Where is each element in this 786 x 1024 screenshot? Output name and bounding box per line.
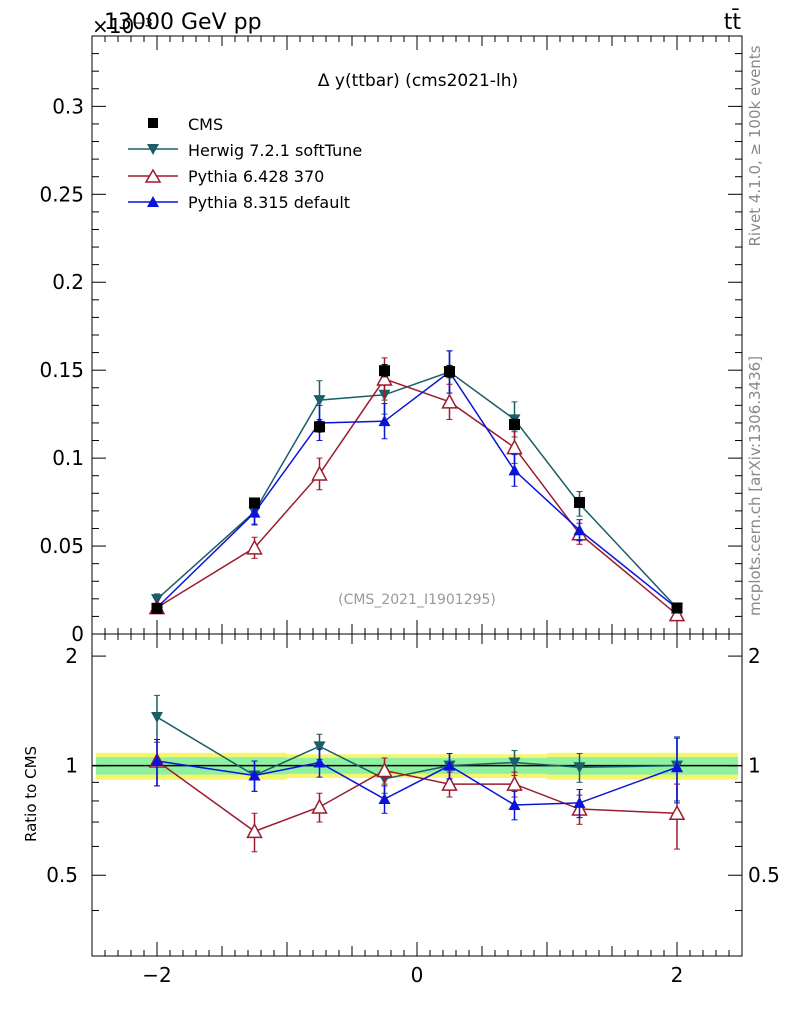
ratio-point-herwig-7-2-1-softtune [151, 712, 163, 724]
ratio-line-pythia-6-428-370 [156, 760, 678, 833]
main-point-cms [249, 497, 260, 509]
ratio-point-pythia-6-428-370 [246, 822, 263, 839]
main-point-pythia-6-428-370 [376, 370, 393, 386]
ratio-y-tick-label-right: 2 [748, 644, 761, 668]
process-label: tt̄ [724, 9, 742, 35]
main-point-pythia-6-428-370 [441, 393, 458, 409]
main-y-tick-label: 0.05 [39, 534, 84, 558]
ratio-y-tick-label: 2 [65, 644, 78, 668]
main-y-tick-label: 0.3 [52, 94, 84, 118]
legend-label-herwig: Herwig 7.2.1 softTune [188, 141, 362, 160]
main-line-pythia-8-315-default [156, 370, 678, 609]
legend-label-pythia8: Pythia 8.315 default [188, 193, 350, 212]
main-y-tick-label: 0.25 [39, 182, 84, 206]
main-point-cms [314, 421, 325, 433]
ratio-point-pythia-8-315-default [313, 756, 326, 768]
ratio-point-pythia-8-315-default [248, 769, 261, 781]
plot-title: Δ y(ttbar) (cms2021-lh) [318, 71, 518, 91]
main-point-pythia-8-315-default [508, 464, 521, 476]
ratio-point-pythia-8-315-default [378, 792, 391, 804]
energy-label: 13000 GeV pp [104, 10, 262, 35]
ratio-ylabel: Ratio to CMS [22, 746, 40, 842]
ratio-point-pythia-6-428-370 [311, 798, 328, 814]
main-point-pythia-8-315-default [573, 524, 586, 536]
main-y-tick-label: 0.1 [52, 446, 84, 470]
main-line-pythia-6-428-370 [156, 378, 678, 616]
ratio-y-tick-label: 1 [65, 754, 78, 778]
ratio-point-pythia-6-428-370 [376, 761, 393, 778]
main-point-cms [444, 366, 455, 378]
ratio-line-herwig-7-2-1-softtune [156, 716, 678, 780]
legend-label-cms: CMS [188, 115, 223, 134]
legend-marker-herwig [147, 144, 159, 155]
main-point-pythia-8-315-default [248, 506, 261, 518]
ratio-point-pythia-8-315-default [508, 798, 521, 810]
exponent-label: ×10⁻³ [92, 14, 153, 38]
ratio-point-pythia-6-428-370 [668, 804, 686, 821]
main-point-cms [151, 602, 163, 614]
main-point-pythia-6-428-370 [668, 606, 686, 622]
main-point-pythia-6-428-370 [506, 438, 523, 455]
ratio-point-pythia-8-315-default [671, 761, 683, 773]
ratio-point-pythia-6-428-370 [441, 775, 458, 791]
ratio-x-tick-label: −2 [142, 963, 171, 987]
ratio-point-herwig-7-2-1-softtune [573, 762, 586, 774]
main-series [148, 350, 686, 622]
main-point-cms [379, 365, 390, 377]
main-point-herwig-7-2-1-softtune [313, 395, 326, 407]
legend-label-pythia6: Pythia 6.428 370 [188, 167, 324, 186]
ratio-panel-frame [91, 633, 743, 957]
ratio-y-tick-label-right: 0.5 [748, 863, 780, 887]
rivet-version-label: Rivet 4.1.0, ≥ 100k events [746, 45, 764, 246]
ratio-axis-ticks: 0.5 0.5 1 1 2 2 −2 0 2 [46, 634, 780, 987]
ratio-x-tick-label: 0 [411, 963, 424, 987]
main-axis-ticks: 0 0.05 0.1 0.15 0.2 0.25 0.3 [39, 35, 742, 646]
main-y-tick-label: 0 [71, 622, 84, 646]
main-point-cms [509, 419, 520, 431]
ratio-point-pythia-8-315-default [573, 796, 586, 808]
ratio-point-pythia-8-315-default [443, 759, 456, 771]
main-point-pythia-6-428-370 [246, 539, 263, 555]
ratio-point-herwig-7-2-1-softtune [508, 757, 521, 769]
ratio-series [148, 694, 686, 853]
legend-marker-pythia6 [144, 168, 162, 183]
main-series-cms [151, 364, 683, 614]
ratio-y-tick-label: 0.5 [46, 863, 78, 887]
ratio-point-pythia-6-428-370 [506, 775, 523, 791]
main-point-cms [671, 602, 683, 614]
legend-marker-pythia8 [147, 196, 159, 207]
main-point-cms [574, 496, 585, 508]
ratio-series-pythia-8-315-default [151, 737, 683, 821]
ratio-point-pythia-8-315-default [151, 754, 163, 766]
mcplots-source-label: mcplots.cern.ch [arXiv:1306.3436] [746, 356, 764, 616]
ratio-line-pythia-8-315-default [156, 760, 678, 806]
main-y-tick-label: 0.15 [39, 358, 84, 382]
main-point-pythia-6-428-370 [311, 465, 328, 481]
ratio-series-herwig-7-2-1-softtune [151, 694, 683, 802]
ratio-x-tick-label: 2 [671, 963, 684, 987]
main-line-herwig-7-2-1-softtune [156, 371, 678, 609]
main-point-pythia-8-315-default [378, 415, 391, 427]
ratio-y-tick-label-right: 1 [748, 754, 761, 778]
analysis-watermark: (CMS_2021_I1901295) [338, 592, 496, 608]
main-y-tick-label: 0.2 [52, 270, 84, 294]
legend-marker-cms [148, 118, 158, 128]
ratio-point-herwig-7-2-1-softtune [313, 741, 326, 753]
legend: CMS Herwig 7.2.1 softTune Pythia 6.428 3… [128, 115, 362, 212]
